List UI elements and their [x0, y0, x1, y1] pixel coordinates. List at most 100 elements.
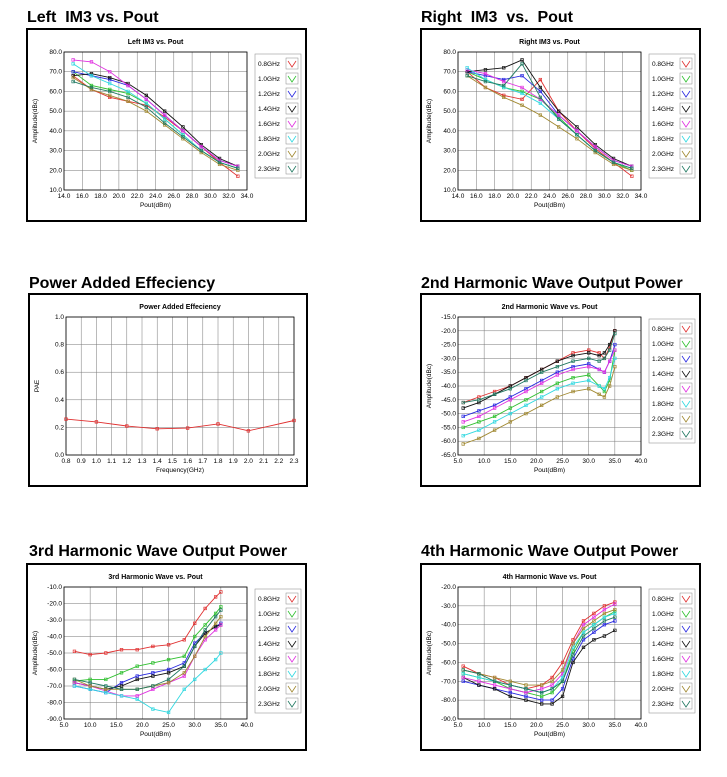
- data-point: [163, 113, 167, 117]
- x-tick-label: 10.0: [84, 722, 97, 729]
- data-point: [555, 387, 559, 391]
- data-point: [166, 657, 171, 662]
- y-tick-label: -25.0: [441, 342, 456, 349]
- data-point: [477, 436, 481, 441]
- data-point: [126, 81, 130, 86]
- data-point: [461, 420, 465, 424]
- data-point: [477, 414, 481, 419]
- data-point: [465, 74, 469, 78]
- legend-swatch: [285, 102, 299, 115]
- data-point: [524, 687, 528, 691]
- legend-marker: [287, 670, 297, 678]
- data-point: [592, 638, 596, 642]
- series-pae: [64, 417, 296, 433]
- y-tick-label: 1.0: [55, 314, 64, 321]
- x-tick-label: 28.0: [580, 193, 593, 200]
- data-point: [613, 331, 617, 336]
- y-axis-label: Amplitude(dBc): [426, 364, 433, 408]
- data-point: [538, 95, 543, 99]
- y-tick-label: -20.0: [441, 584, 456, 591]
- y-tick-label: -50.0: [441, 411, 456, 418]
- legend-swatch: [679, 592, 693, 605]
- legend-marker: [287, 120, 297, 128]
- fourth-harmonic-chart: 4th Harmonic Wave vs. Pout 5.0 10.0 15.0 20.…: [426, 574, 696, 738]
- data-point: [602, 634, 607, 638]
- data-point: [571, 353, 575, 358]
- series-1-4ghz: [461, 628, 617, 706]
- data-point: [560, 694, 565, 699]
- y-tick-label: 50.0: [49, 108, 62, 115]
- data-point: [185, 426, 190, 430]
- series-1-8ghz: [72, 651, 223, 715]
- y-tick-label: 60.0: [49, 88, 62, 95]
- data-point: [597, 353, 601, 358]
- data-point: [520, 91, 524, 96]
- right-im3-section-title: Right IM3 vs. Pout: [421, 9, 574, 26]
- data-point: [602, 395, 607, 399]
- y-tick-label: 0.8: [55, 342, 64, 349]
- data-point: [592, 619, 596, 623]
- series-line: [466, 63, 632, 169]
- data-point: [630, 164, 634, 168]
- data-point: [88, 681, 92, 685]
- legend-label: 0.8GHz: [258, 61, 280, 68]
- y-tick-label: -30.0: [441, 355, 456, 362]
- data-point: [477, 409, 481, 413]
- x-tick-label: 22.0: [525, 193, 538, 200]
- data-point: [151, 661, 155, 665]
- data-point: [502, 95, 506, 99]
- y-tick-label: 20.0: [49, 167, 62, 174]
- data-point: [477, 420, 481, 424]
- legend-swatch: [679, 427, 693, 440]
- legend: 0.8GHz 1.0GHz 1.2GHz 1.4GHz 1.6GHz 1.8GHz 2.0G…: [648, 588, 696, 714]
- data-point: [71, 79, 75, 84]
- x-tick-label: 1.2: [122, 458, 131, 465]
- y-tick-label: -80.0: [47, 700, 62, 707]
- data-point: [592, 630, 596, 634]
- data-point: [550, 702, 554, 706]
- data-point: [602, 619, 607, 623]
- data-point: [571, 359, 575, 363]
- legend-label: 2.3GHz: [652, 431, 674, 438]
- legend-swatch: [679, 87, 693, 100]
- data-point: [602, 615, 607, 619]
- data-point: [571, 653, 575, 657]
- data-point: [508, 679, 512, 683]
- data-point: [520, 89, 524, 94]
- y-tick-label: 0.2: [55, 424, 64, 431]
- data-point: [126, 91, 130, 96]
- legend-label: 2.3GHz: [258, 701, 280, 708]
- legend-swatch: [679, 622, 693, 635]
- legend-label: 1.6GHz: [652, 656, 674, 663]
- fourth-harmonic-chart-panel: 4th Harmonic Wave vs. Pout 5.0 10.0 15.0 20.…: [420, 563, 701, 751]
- data-point: [492, 420, 497, 424]
- series-line: [463, 616, 616, 694]
- series-line: [74, 624, 222, 697]
- series-line: [467, 59, 632, 167]
- data-point: [602, 611, 607, 616]
- data-point: [492, 683, 497, 687]
- data-point: [72, 677, 77, 682]
- data-point: [613, 602, 617, 606]
- data-point: [508, 420, 512, 424]
- legend-marker: [681, 325, 691, 333]
- data-point: [203, 667, 207, 672]
- legend-label: 1.6GHz: [652, 121, 674, 128]
- y-tick-label: -10.0: [47, 584, 62, 591]
- series-line: [73, 59, 238, 167]
- data-point: [135, 677, 139, 682]
- grid: [65, 316, 295, 456]
- x-tick-label: 2.1: [259, 458, 268, 465]
- data-point: [607, 359, 612, 363]
- data-point: [593, 144, 597, 149]
- data-point: [182, 671, 186, 675]
- legend-marker: [287, 75, 297, 83]
- y-tick-label: -90.0: [441, 716, 456, 723]
- data-point: [560, 687, 565, 691]
- legend-label: 1.2GHz: [258, 91, 280, 98]
- data-point: [520, 74, 524, 78]
- data-point: [193, 621, 197, 625]
- data-point: [88, 677, 92, 682]
- data-point: [151, 674, 155, 678]
- legend-box: [254, 588, 302, 714]
